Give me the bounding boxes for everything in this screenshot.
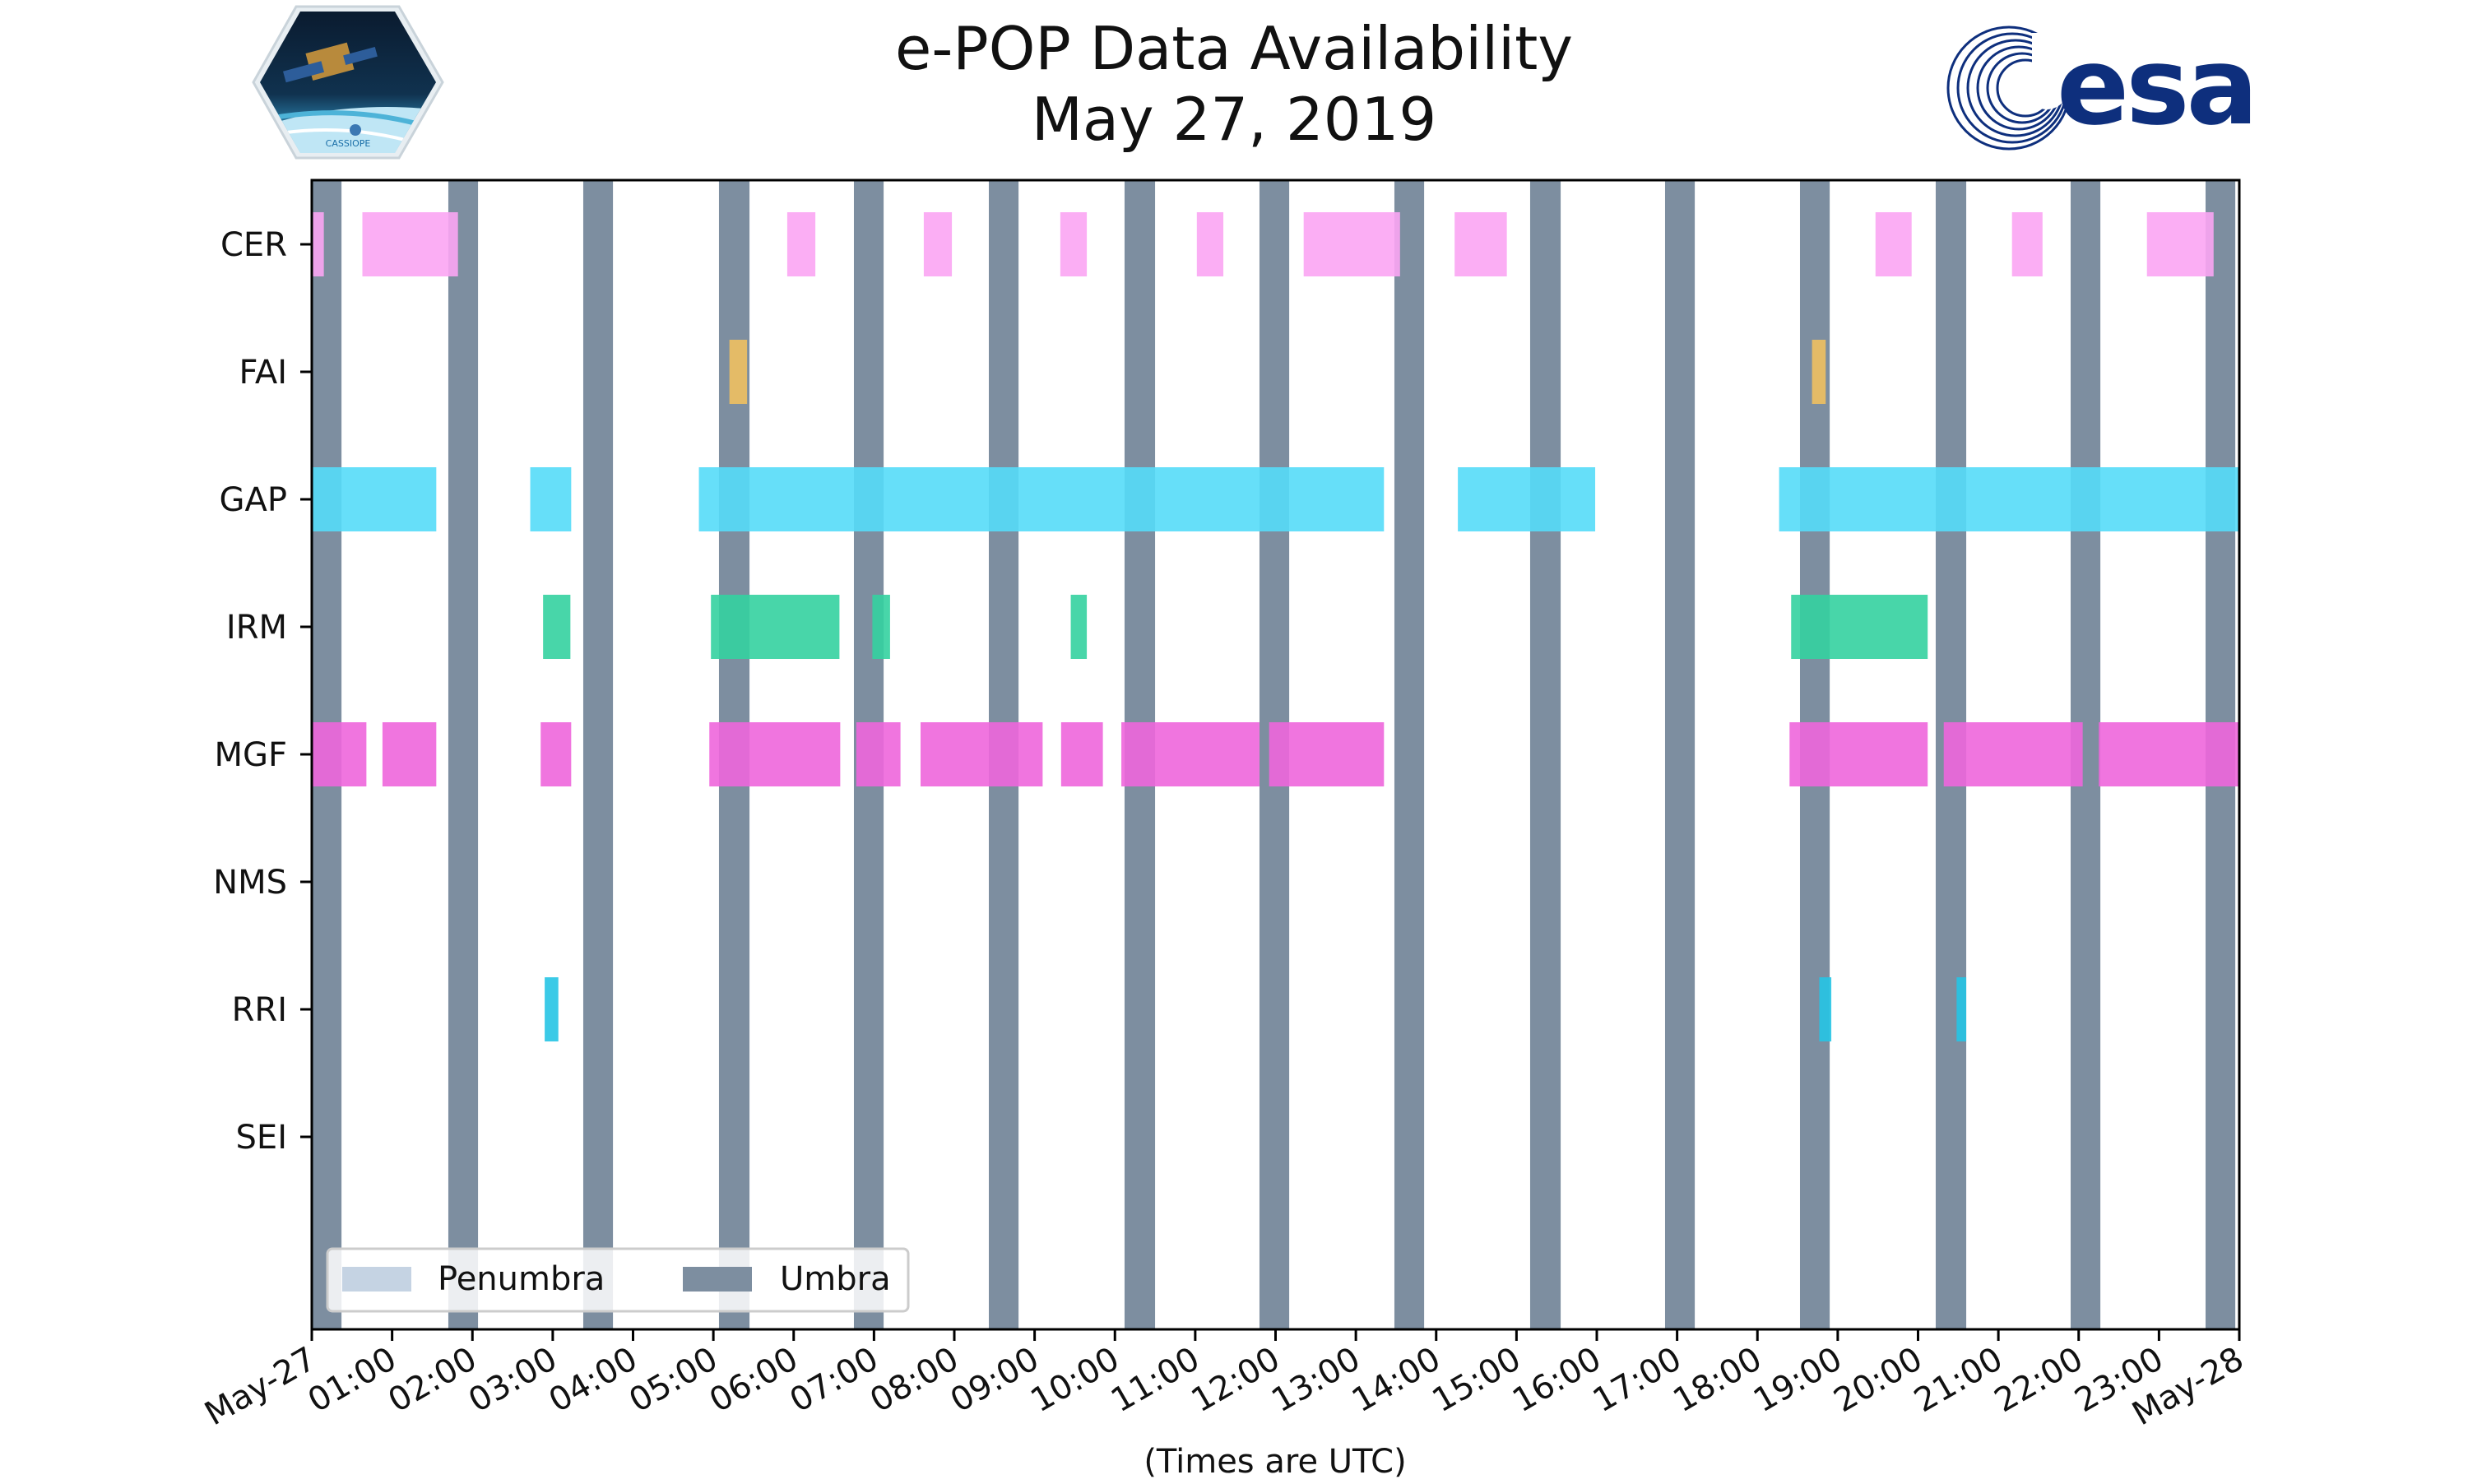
y-tick-label-irm: IRM: [226, 609, 287, 647]
x-tick-label-1: 01:00: [302, 1340, 403, 1420]
bar-mgf-9: [1789, 722, 1928, 786]
bar-mgf-11: [2099, 722, 2239, 786]
bar-cer-1: [362, 212, 458, 276]
bar-cer-6: [1303, 212, 1400, 276]
x-tick-label-11: 11:00: [1105, 1340, 1206, 1420]
x-tick-label-22: 22:00: [1988, 1340, 2090, 1420]
x-axis: May-2701:0002:0003:0004:0005:0006:0007:0…: [198, 1329, 2250, 1433]
legend-penumbra-label: Penumbra: [438, 1260, 605, 1298]
y-tick-label-mgf: MGF: [214, 736, 287, 774]
x-tick-label-19: 19:00: [1747, 1340, 1849, 1420]
x-tick-label-18: 18:00: [1667, 1340, 1768, 1420]
x-tick-label-10: 10:00: [1024, 1340, 1125, 1420]
bar-mgf-3: [709, 722, 841, 786]
bar-cer-3: [923, 212, 953, 276]
bar-cer-0: [312, 212, 324, 276]
bar-irm-2: [872, 595, 890, 659]
x-tick-label-9: 09:00: [944, 1340, 1046, 1420]
cassiope-logo-text: CASSIOPE: [326, 138, 371, 149]
bar-gap-1: [530, 467, 572, 531]
legend-penumbra-swatch: [342, 1267, 411, 1292]
bar-gap-0: [312, 467, 437, 531]
bar-mgf-6: [1060, 722, 1103, 786]
bar-mgf-5: [920, 722, 1043, 786]
bar-gap-4: [1779, 467, 2239, 531]
esa-logo-text: esa: [2057, 24, 2255, 149]
y-tick-label-sei: SEI: [236, 1119, 287, 1157]
cassiope-logo: CASSIOPE: [252, 5, 444, 160]
bar-mgf-0: [312, 722, 367, 786]
x-tick-label-17: 17:00: [1587, 1340, 1688, 1420]
y-tick-label-gap: GAP: [220, 481, 287, 519]
bar-mgf-4: [856, 722, 901, 786]
y-tick-label-nms: NMS: [213, 864, 287, 902]
umbra-band-9: [1529, 180, 1561, 1329]
x-tick-label-5: 05:00: [623, 1340, 724, 1420]
umbra-band-1: [448, 180, 479, 1329]
y-tick-label-fai: FAI: [239, 354, 288, 392]
bar-mgf-8: [1269, 722, 1385, 786]
bar-cer-7: [1454, 212, 1507, 276]
legend: Penumbra Umbra: [326, 1247, 910, 1313]
plot-area: CER FAI GAP IRM MGF NMS RRI SEI May-2701:0002:0…: [198, 179, 2250, 1433]
bar-cer-9: [2011, 212, 2043, 276]
bar-irm-0: [543, 595, 571, 659]
bar-cer-2: [786, 212, 816, 276]
chart-subtitle: May 27, 2019: [1032, 85, 1436, 154]
umbra-band-2: [582, 180, 614, 1329]
bar-rri-0: [545, 977, 559, 1041]
bar-mgf-10: [1943, 722, 2083, 786]
bar-gap-2: [698, 467, 1385, 531]
x-axis-label: (Times are UTC): [1144, 1443, 1406, 1481]
x-tick-label-4: 04:00: [543, 1340, 644, 1420]
x-tick-label-15: 15:00: [1427, 1340, 1528, 1420]
x-tick-label-6: 06:00: [703, 1340, 805, 1420]
bar-rri-1: [1819, 977, 1832, 1041]
bar-irm-1: [711, 595, 840, 659]
legend-frame: [326, 1247, 910, 1313]
availability-bars: [312, 212, 2239, 1041]
umbra-band-8: [1394, 180, 1425, 1329]
x-tick-label-7: 07:00: [784, 1340, 885, 1420]
bar-rri-2: [1956, 977, 1967, 1041]
x-tick-label-14: 14:00: [1346, 1340, 1447, 1420]
bar-irm-3: [1070, 595, 1088, 659]
bar-irm-4: [1791, 595, 1928, 659]
bar-cer-8: [1875, 212, 1912, 276]
bar-cer-5: [1196, 212, 1224, 276]
legend-umbra-label: Umbra: [780, 1260, 891, 1298]
x-tick-label-2: 02:00: [382, 1340, 483, 1420]
y-tick-label-cer: CER: [220, 226, 287, 264]
legend-umbra-swatch: [683, 1267, 752, 1292]
bar-fai-1: [1812, 340, 1826, 404]
y-tick-label-rri: RRI: [232, 991, 287, 1029]
x-tick-label-8: 08:00: [864, 1340, 965, 1420]
x-tick-label-13: 13:00: [1265, 1340, 1366, 1420]
chart-title: e-POP Data Availability: [895, 14, 1573, 83]
bar-mgf-7: [1121, 722, 1260, 786]
x-tick-label-16: 16:00: [1506, 1340, 1607, 1420]
esa-logo: esa: [1946, 24, 2258, 151]
y-axis: CER FAI GAP IRM MGF NMS RRI SEI: [213, 226, 312, 1157]
bar-mgf-1: [382, 722, 437, 786]
x-tick-label-20: 20:00: [1828, 1340, 1929, 1420]
x-tick-label-3: 03:00: [462, 1340, 564, 1420]
bar-mgf-2: [540, 722, 572, 786]
bar-gap-3: [1458, 467, 1596, 531]
bar-cer-10: [2146, 212, 2214, 276]
x-tick-label-21: 21:00: [1908, 1340, 2009, 1420]
bar-fai-0: [729, 340, 748, 404]
bar-cer-4: [1060, 212, 1088, 276]
umbra-band-10: [1664, 180, 1696, 1329]
x-tick-label-12: 12:00: [1185, 1340, 1287, 1420]
